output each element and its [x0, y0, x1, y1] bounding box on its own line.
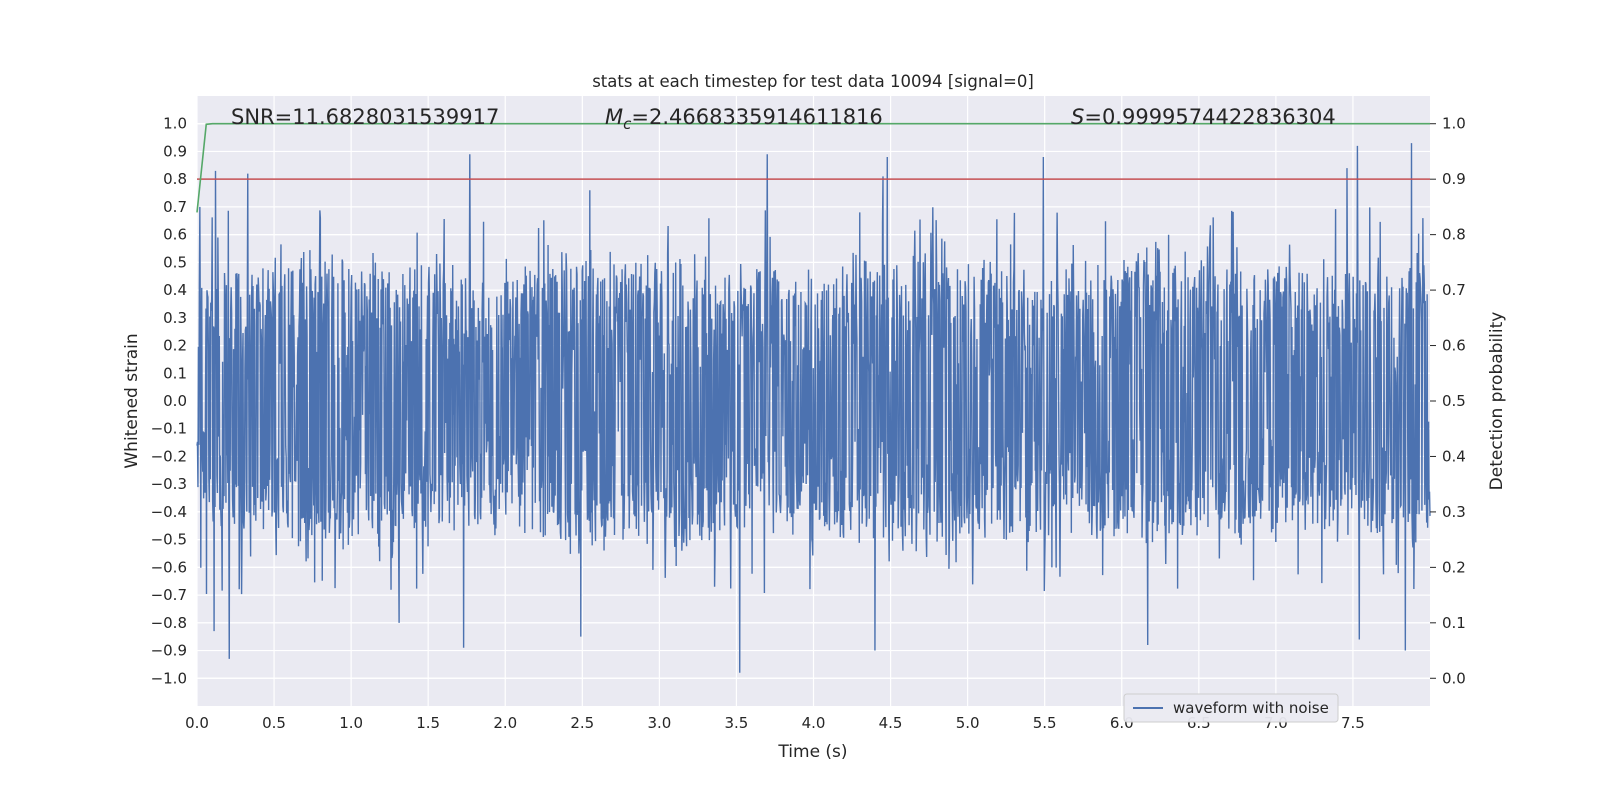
y-right-tick-label: 0.8	[1442, 226, 1466, 244]
x-tick-label: 4.0	[802, 714, 826, 732]
y-right-tick-label: 0.7	[1442, 281, 1466, 299]
x-tick-label: 2.5	[570, 714, 594, 732]
y-tick-label: 0.6	[163, 226, 187, 244]
mc-subscript: c	[623, 115, 632, 133]
y-axis-right-label: Detection probability	[1487, 312, 1507, 491]
y-tick-label: 0.1	[163, 364, 187, 382]
y-tick-label: −0.3	[151, 475, 187, 493]
x-tick-label: 1.0	[339, 714, 363, 732]
snr-annotation: SNR=11.6828031539917	[231, 105, 499, 129]
y-right-tick-label: 0.0	[1442, 669, 1466, 687]
x-tick-label: 4.5	[879, 714, 903, 732]
y-axis-right: 1.0 0.9 0.8 0.7 0.6 0.5 0.4 0.3 0.2 0.1 0.0	[1430, 115, 1466, 687]
y-right-tick-label: 0.4	[1442, 447, 1466, 465]
mc-symbol: M	[605, 105, 623, 129]
x-tick-label: 0.0	[185, 714, 209, 732]
legend-label-waveform: waveform with noise	[1173, 699, 1329, 717]
legend: waveform with noise	[1123, 693, 1339, 723]
mc-value: =2.4668335914611816	[631, 105, 882, 129]
y-tick-label: 0.4	[163, 281, 187, 299]
y-tick-label: 0.5	[163, 253, 187, 271]
s-symbol: S	[1071, 105, 1084, 129]
y-tick-label: −0.4	[151, 503, 187, 521]
y-tick-label: 0.7	[163, 198, 187, 216]
y-tick-label: −0.8	[151, 614, 187, 632]
x-tick-label: 7.5	[1341, 714, 1365, 732]
y-right-tick-label: 0.6	[1442, 337, 1466, 355]
overlay-lines	[196, 122, 1430, 213]
x-tick-label: 5.5	[1033, 714, 1057, 732]
x-tick-label: 2.0	[493, 714, 517, 732]
waveform-line	[196, 143, 1431, 673]
y-axis-left: 1.0 0.9 0.8 0.7 0.6 0.5 0.4 0.3 0.2 0.1 0.0 −0.1 −0.…	[151, 115, 187, 688]
y-tick-label: 0.8	[163, 170, 187, 188]
x-tick-label: 1.5	[416, 714, 440, 732]
y-tick-label: −1.0	[151, 669, 187, 687]
y-tick-label: 0.0	[163, 392, 187, 410]
x-axis: 0.0 0.5 1.0 1.5 2.0 2.5 3.0 3.5 4.0 4.5 5.0 5.5 6.0 6…	[185, 714, 1365, 732]
y-right-tick-label: 0.5	[1442, 392, 1466, 410]
y-tick-label: −0.7	[151, 586, 187, 604]
y-tick-label: −0.1	[151, 420, 187, 438]
chart-title: stats at each timestep for test data 100…	[592, 72, 1034, 91]
y-tick-label: −0.9	[151, 642, 187, 660]
y-right-tick-label: 1.0	[1442, 115, 1466, 133]
x-tick-label: 5.0	[956, 714, 980, 732]
y-tick-label: −0.5	[151, 531, 187, 549]
y-right-tick-label: 0.3	[1442, 503, 1466, 521]
x-tick-label: 0.5	[262, 714, 286, 732]
x-tick-label: 3.5	[725, 714, 749, 732]
probability-line	[196, 122, 1430, 213]
waveform-series	[196, 143, 1431, 673]
chirp-mass-annotation: Mc=2.4668335914611816	[605, 105, 883, 133]
s-value: =0.9999574422836304	[1084, 105, 1335, 129]
y-right-tick-label: 0.9	[1442, 170, 1466, 188]
y-right-tick-label: 0.2	[1442, 558, 1466, 576]
x-tick-label: 3.0	[647, 714, 671, 732]
y-tick-label: −0.6	[151, 558, 187, 576]
y-tick-label: 0.2	[163, 337, 187, 355]
y-tick-label: 0.3	[163, 309, 187, 327]
y-axis-label: Whitened strain	[122, 333, 142, 468]
x-axis-label: Time (s)	[777, 742, 847, 762]
legend-box	[1123, 693, 1339, 723]
y-tick-label: 0.9	[163, 142, 187, 160]
y-tick-label: 1.0	[163, 115, 187, 133]
score-annotation: S=0.9999574422836304	[1071, 105, 1336, 129]
y-right-tick-label: 0.1	[1442, 614, 1466, 632]
y-tick-label: −0.2	[151, 447, 187, 465]
